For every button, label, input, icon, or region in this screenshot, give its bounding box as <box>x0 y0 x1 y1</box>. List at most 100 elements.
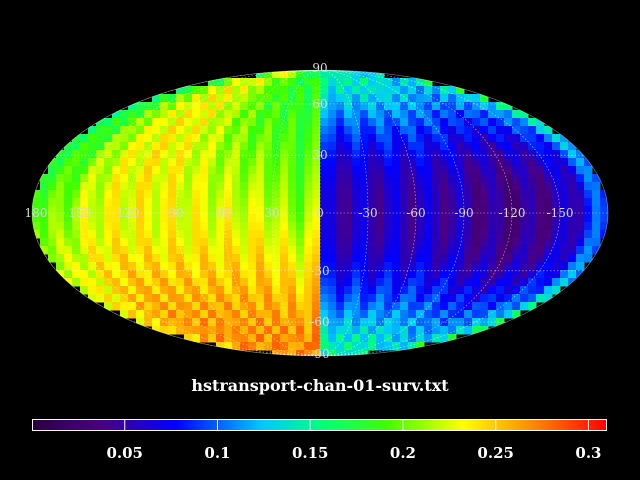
meridian-line <box>79 70 321 356</box>
map-pixel <box>288 190 297 199</box>
map-pixel <box>536 126 545 135</box>
map-pixel <box>592 246 601 255</box>
map-pixel <box>240 326 249 335</box>
map-pixel <box>344 86 353 95</box>
map-pixel <box>312 150 321 159</box>
map-pixel <box>264 278 273 287</box>
map-pixel <box>256 166 265 175</box>
map-pixel <box>392 246 401 255</box>
map-pixel <box>512 214 521 223</box>
map-pixel <box>192 286 201 295</box>
map-pixel <box>512 270 521 279</box>
map-pixel <box>280 342 289 351</box>
map-pixel <box>440 214 449 223</box>
map-pixel <box>312 254 321 263</box>
map-pixel <box>232 158 241 167</box>
map-pixel <box>72 278 81 287</box>
map-pixel <box>280 246 289 255</box>
map-pixel <box>520 278 529 287</box>
map-pixel <box>248 102 257 111</box>
map-pixel <box>272 302 281 311</box>
map-pixel <box>408 134 417 143</box>
map-pixel <box>456 134 465 143</box>
map-pixel <box>200 334 209 343</box>
map-pixel <box>400 118 409 127</box>
map-pixel <box>224 326 233 335</box>
map-pixel <box>552 238 561 247</box>
map-pixel <box>88 262 97 271</box>
map-pixel <box>344 270 353 279</box>
map-pixel <box>264 286 273 295</box>
map-pixel <box>384 86 393 95</box>
map-pixel <box>152 110 161 119</box>
map-pixel <box>448 222 457 231</box>
map-pixel <box>552 278 561 287</box>
map-pixel <box>352 174 361 183</box>
map-pixel <box>200 182 209 191</box>
map-pixel <box>288 78 297 87</box>
map-pixel <box>568 230 577 239</box>
map-pixel <box>48 230 57 239</box>
map-pixel <box>440 94 449 103</box>
map-pixel <box>72 214 81 223</box>
map-pixel <box>320 126 329 135</box>
map-pixel <box>576 150 585 159</box>
map-pixel <box>352 70 361 79</box>
map-pixel <box>136 182 145 191</box>
map-pixel <box>128 254 137 263</box>
map-pixel <box>96 238 105 247</box>
map-pixel <box>448 278 457 287</box>
meridian-label: 180 <box>25 206 48 220</box>
map-pixel <box>504 158 513 167</box>
map-pixel <box>536 230 545 239</box>
map-pixel <box>328 86 337 95</box>
map-pixel <box>328 270 337 279</box>
map-pixel <box>144 206 153 215</box>
map-pixel <box>264 214 273 223</box>
map-pixel <box>296 134 305 143</box>
map-pixel <box>336 262 345 271</box>
map-pixel <box>424 102 433 111</box>
map-pixel <box>416 238 425 247</box>
map-pixel <box>432 270 441 279</box>
map-pixel <box>304 270 313 279</box>
map-pixel <box>216 134 225 143</box>
map-pixel <box>112 134 121 143</box>
map-pixel <box>584 182 593 191</box>
map-pixel <box>384 278 393 287</box>
map-pixel <box>280 182 289 191</box>
map-pixel <box>328 222 337 231</box>
map-pixel <box>232 254 241 263</box>
map-pixel <box>400 294 409 303</box>
map-pixel <box>288 246 297 255</box>
map-pixel <box>112 222 121 231</box>
map-pixel <box>368 206 377 215</box>
map-pixel <box>384 334 393 343</box>
map-pixel <box>184 334 193 343</box>
map-pixel <box>352 230 361 239</box>
map-pixel <box>480 182 489 191</box>
map-pixel <box>224 230 233 239</box>
map-pixel <box>376 78 385 87</box>
map-pixel <box>256 206 265 215</box>
map-pixel <box>448 270 457 279</box>
map-pixel <box>376 262 385 271</box>
map-pixel <box>432 174 441 183</box>
map-pixel <box>304 334 313 343</box>
map-pixel <box>448 214 457 223</box>
map-pixel <box>360 142 369 151</box>
map-pixel <box>504 206 513 215</box>
map-pixel <box>248 174 257 183</box>
map-pixel <box>176 110 185 119</box>
map-pixel <box>336 222 345 231</box>
map-pixel <box>432 310 441 319</box>
map-pixel <box>232 270 241 279</box>
map-pixel <box>216 342 225 351</box>
map-pixel <box>496 238 505 247</box>
map-pixel <box>248 214 257 223</box>
map-pixel <box>336 166 345 175</box>
map-pixel <box>120 206 129 215</box>
map-pixel <box>520 198 529 207</box>
map-pixel <box>168 230 177 239</box>
map-pixel <box>112 254 121 263</box>
